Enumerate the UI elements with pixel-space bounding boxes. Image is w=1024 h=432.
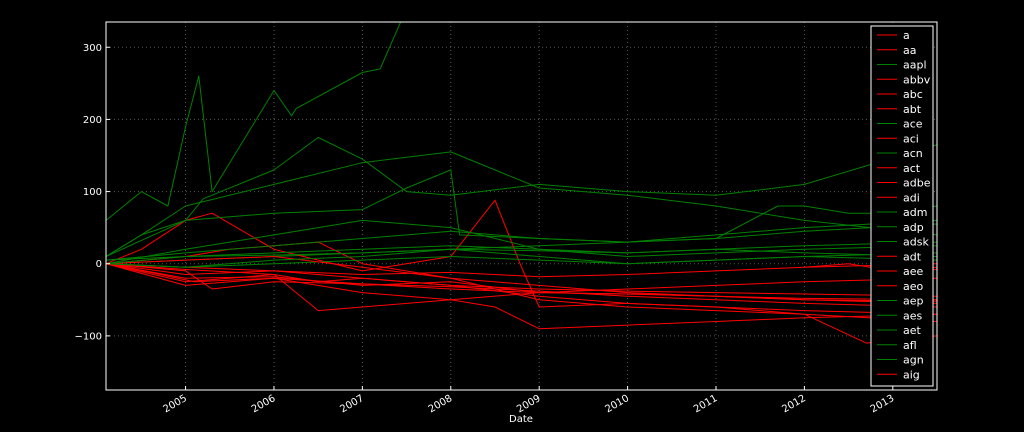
legend-label-aes: aes — [903, 309, 923, 322]
legend-label-aet: aet — [903, 324, 922, 337]
y-tick-label: 100 — [83, 187, 102, 198]
series-lines — [106, 22, 937, 344]
x-axis-label: Date — [509, 414, 533, 425]
plot-frame — [105, 21, 938, 391]
x-tick-label: 2013 — [869, 393, 897, 415]
series-line-afl — [106, 248, 937, 268]
legend-label-aep: aep — [903, 295, 924, 308]
legend-label-aee: aee — [903, 265, 924, 278]
legend-box — [870, 25, 934, 387]
legend-label-adsk: adsk — [903, 236, 929, 249]
x-tick-label: 2007 — [338, 393, 366, 415]
legend-label-agn: agn — [903, 354, 924, 367]
series-line-aee — [106, 263, 937, 297]
legend-label-adi: adi — [903, 191, 920, 204]
legend-label-aapl: aapl — [903, 59, 927, 72]
x-tick-label: 2006 — [250, 393, 278, 415]
x-tick-label: 2009 — [515, 393, 543, 415]
series-line-ace — [106, 223, 937, 265]
legend-label-aa: aa — [903, 44, 916, 57]
x-tick-label: 2010 — [604, 393, 632, 415]
series-line-aci — [106, 199, 937, 322]
legend-label-abbv: abbv — [903, 73, 931, 86]
series-line-aet — [106, 151, 937, 257]
legend-label-acn: acn — [903, 147, 923, 160]
series-line-adp — [106, 241, 937, 261]
series-line-abc — [106, 263, 937, 308]
legend-label-a: a — [903, 29, 910, 42]
legend-label-adm: adm — [903, 206, 927, 219]
y-tick-label: 0 — [96, 259, 102, 270]
series-line-aa — [106, 263, 937, 315]
y-axis: −100 0 100 200 300 — [75, 43, 110, 342]
series-line-agn — [106, 219, 937, 261]
legend-label-adt: adt — [903, 250, 922, 263]
legend-label-afl: afl — [903, 339, 917, 352]
y-tick-label: 200 — [83, 115, 102, 126]
series-line-aig — [106, 263, 937, 330]
legend-label-act: act — [903, 162, 921, 175]
legend-label-aig: aig — [903, 368, 920, 381]
legend-label-ace: ace — [903, 118, 923, 131]
series-line-aeo — [106, 256, 937, 344]
series-line-adsk — [106, 137, 937, 257]
y-tick-label: 300 — [83, 43, 102, 54]
x-tick-label: 2012 — [780, 393, 808, 415]
series-line-acn — [106, 169, 937, 257]
legend-label-abc: abc — [903, 88, 923, 101]
series-line-aes — [106, 219, 937, 265]
legend-label-abt: abt — [903, 103, 922, 116]
series-line-aapl — [106, 22, 402, 221]
legend-label-aeo: aeo — [903, 280, 924, 293]
series-line-abt — [106, 263, 937, 278]
x-tick-label: 2005 — [162, 393, 190, 415]
legend: aaaaaplabbvabcabtaceaciacnactadbeadiadma… — [870, 25, 934, 387]
legend-label-adp: adp — [903, 221, 924, 234]
legend-label-aci: aci — [903, 132, 919, 145]
grid — [106, 22, 937, 390]
x-tick-label: 2008 — [427, 393, 455, 415]
legend-label-adbe: adbe — [903, 177, 931, 190]
x-tick-label: 2011 — [692, 393, 720, 415]
y-tick-label: −100 — [75, 331, 102, 342]
